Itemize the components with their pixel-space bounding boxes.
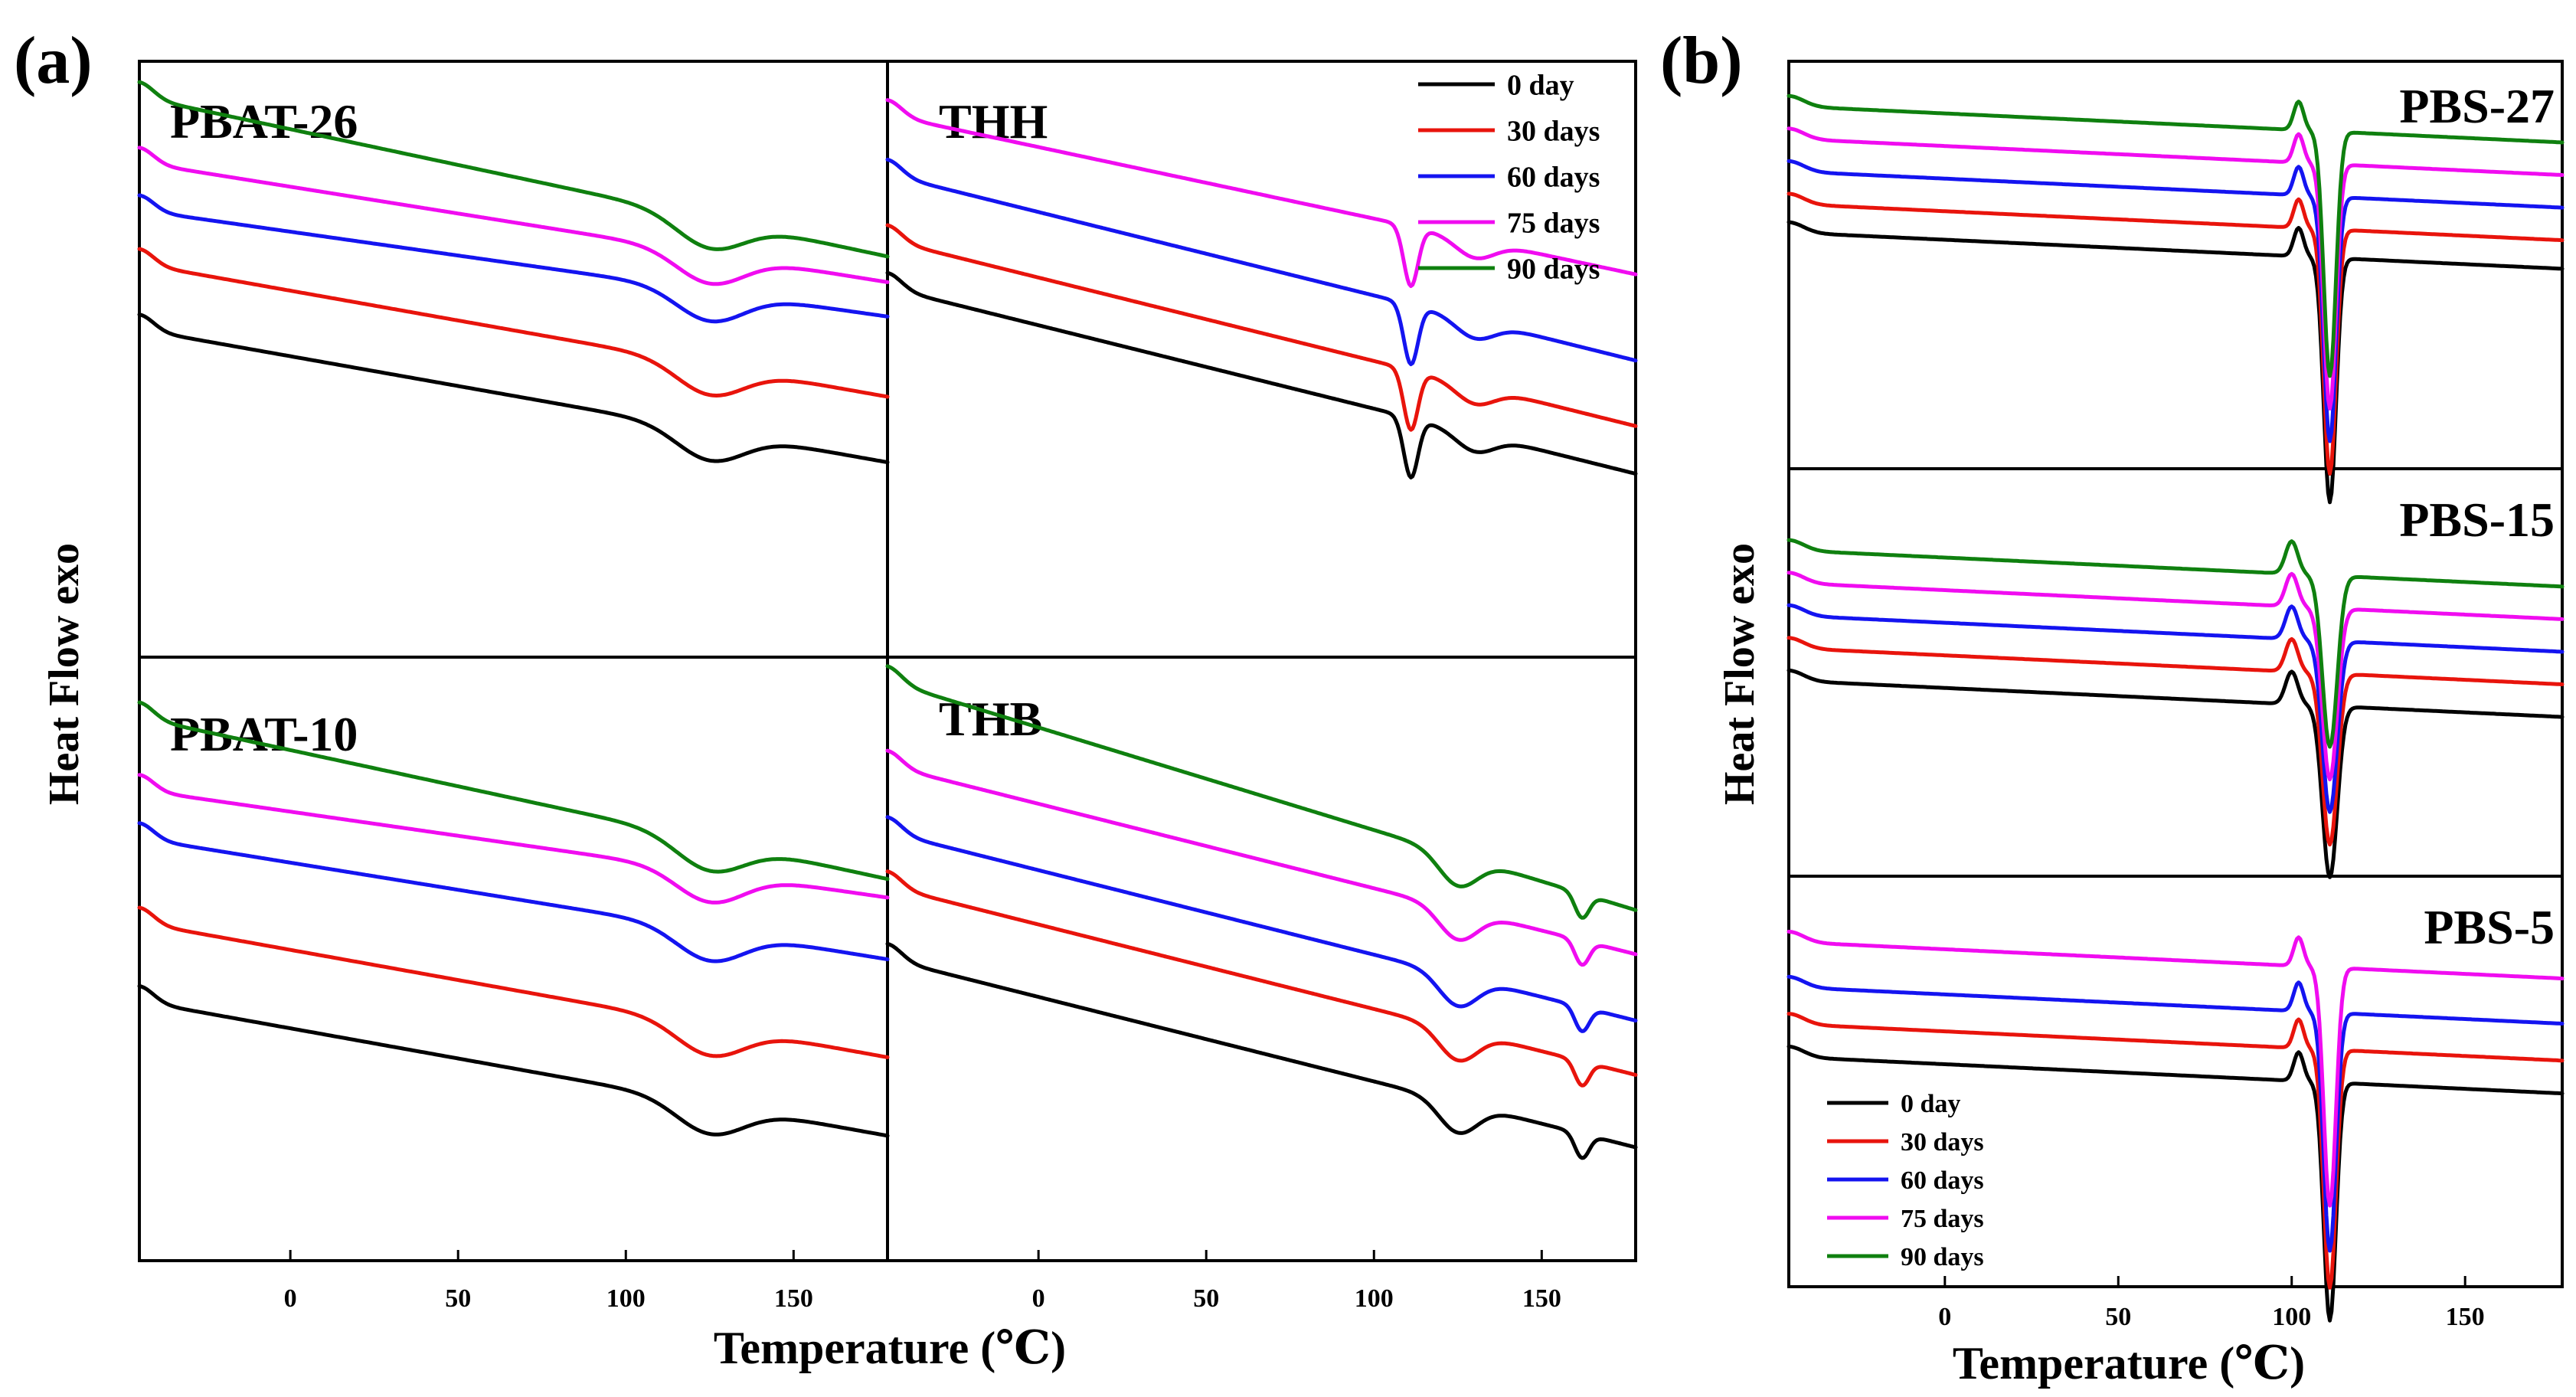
legend-label-30-days: 30 days [1507,115,1600,147]
x-tick-label: 100 [1355,1284,1394,1313]
y-axis-label-b-text: Heat Flow exo [1716,543,1764,805]
series-line-thh-60-days [885,157,1638,367]
x-tick-label: 100 [606,1284,646,1313]
x-tick-label: 150 [774,1284,813,1313]
panel-b-label: (b) [1660,24,1743,98]
y-axis-label-a-text: Heat Flow exo [41,543,88,805]
series-line-thh-30-days [885,223,1638,432]
x-tick-label: 50 [445,1284,471,1313]
legend-label-75-days: 75 days [1507,207,1600,239]
y-axis-label-b: Heat Flow exo [1716,543,1764,805]
legend-label-60-days: 60 days [1901,1166,1984,1195]
x-axis-label-a: Temperature (℃) [714,1323,1066,1373]
series-line-thb-60-days [885,815,1638,1033]
series-line-thb-30-days [885,869,1638,1088]
series-line-thh-0-day [885,270,1638,479]
series-line-pbs-5-30-days [1787,1012,2565,1290]
legend-label-90-days: 90 days [1507,253,1600,285]
x-tick-label: 0 [1032,1284,1045,1313]
legend-label-0-day: 0 day [1507,69,1574,101]
series-line-pbs-15-0-day [1787,668,2565,879]
curves-layer [137,80,2565,1323]
series-line-thb-0-day [885,941,1638,1160]
series-line-pbat-10-30-days [137,905,890,1059]
series-line-pbat-10-60-days [137,821,890,964]
series-line-pbs-27-60-days [1787,159,2565,443]
series-line-pbat-26-90-days [137,80,890,259]
legend-label-90-days: 90 days [1901,1243,1984,1271]
series-line-pbat-26-0-day [137,312,890,465]
legend-a: 0 day 30 days 60 days 75 days 90 days [1418,69,1600,285]
subplot-title-pbat-10: PBAT-10 [170,707,358,761]
series-line-pbs-27-90-days [1787,93,2565,378]
series-line-pbat-10-75-days [137,773,890,905]
series-line-pbat-26-60-days [137,193,890,324]
series-line-pbs-27-0-day [1787,220,2565,505]
y-axis-label-a: Heat Flow exo [41,543,88,805]
legend-label-30-days: 30 days [1901,1128,1984,1157]
x-tick-label: 50 [2105,1303,2131,1331]
series-line-pbs-5-0-day [1787,1044,2565,1323]
series-line-pbs-15-60-days [1787,603,2565,814]
series-line-pbs-15-75-days [1787,571,2565,782]
series-line-pbat-10-90-days [137,700,890,882]
panel-b-frame [1787,60,2564,1288]
x-tick-label: 150 [1522,1284,1561,1313]
legend-b: 0 day 30 days 60 days 75 days 90 days [1827,1090,1984,1271]
series-line-thh-75-days [885,98,1638,288]
x-tick-label: 100 [2272,1303,2311,1331]
subplot-title-pbs-27: PBS-27 [2399,79,2555,133]
legend-label-75-days: 75 days [1901,1205,1984,1233]
x-tick-label: 0 [284,1284,297,1313]
series-line-pbs-5-60-days [1787,974,2565,1253]
legend-label-60-days: 60 days [1507,161,1600,193]
series-line-pbat-26-30-days [137,247,890,399]
subplot-title-thh: THH [939,94,1048,149]
x-axis-label-b: Temperature (℃) [1953,1338,2305,1389]
series-line-thb-75-days [885,748,1638,967]
series-line-pbat-26-75-days [137,146,890,286]
panel-a-label: (a) [14,24,93,98]
series-line-pbs-15-30-days [1787,636,2565,847]
x-tick-label: 0 [1938,1303,1951,1331]
series-line-pbs-5-75-days [1787,929,2565,1208]
legend-label-0-day: 0 day [1901,1090,1960,1118]
series-line-thb-90-days [885,664,1638,920]
x-tick-label: 50 [1193,1284,1219,1313]
subplot-title-pbs-15: PBS-15 [2399,492,2555,547]
ticks-layer: 0 50 100 150 0 50 100 150 0 50 100 150 [284,1250,2485,1331]
series-line-pbs-15-90-days [1787,538,2565,749]
subplot-title-pbat-26: PBAT-26 [170,94,358,149]
series-line-pbs-27-30-days [1787,191,2565,476]
x-tick-label: 150 [2446,1303,2485,1331]
series-line-pbat-10-0-day [137,984,890,1138]
series-line-pbs-27-75-days [1787,126,2565,411]
subplot-title-pbs-5: PBS-5 [2424,900,2555,954]
